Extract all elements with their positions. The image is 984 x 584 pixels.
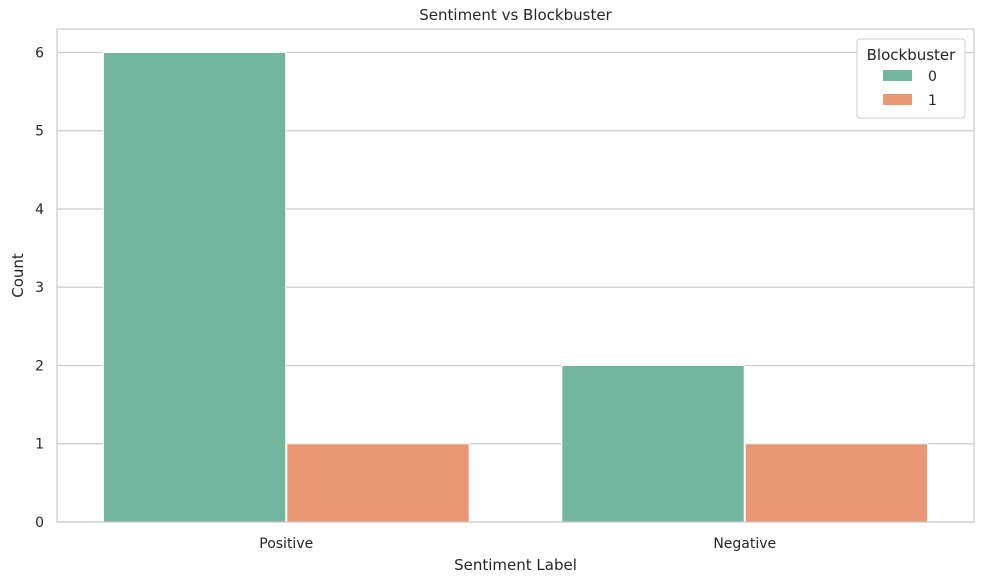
legend-title: Blockbuster [867,46,957,64]
y-tick-label: 5 [35,124,44,140]
legend: Blockbuster 01 [856,38,966,119]
legend-label: 0 [928,69,937,85]
legend-items: 01 [883,69,937,109]
bar-negative-series-0 [561,364,745,523]
bar-positive-series-1 [286,443,470,523]
legend-label: 1 [928,93,937,109]
y-tick-label: 2 [35,358,44,374]
x-tick-labels: Positive Negative [259,536,776,552]
y-axis-label: Count [9,253,27,298]
x-tick-label: Positive [259,536,313,552]
y-tick-label: 0 [35,515,44,531]
legend-swatch [883,94,912,105]
bar-negative-series-1 [744,443,929,523]
bars [102,51,929,523]
y-tick-label: 4 [35,202,44,218]
legend-swatch [883,70,912,81]
x-tick-label: Negative [713,536,776,552]
bar-positive-series-0 [102,51,287,523]
y-tick-label: 3 [35,280,44,296]
plot-frame [56,28,975,523]
y-tick-label: 1 [35,437,44,453]
x-axis-label: Sentiment Label [454,556,577,574]
y-tick-label: 6 [35,45,44,61]
chart-title: Sentiment vs Blockbuster [419,6,612,24]
y-tick-labels: 0 1 2 3 4 5 6 [35,45,44,531]
